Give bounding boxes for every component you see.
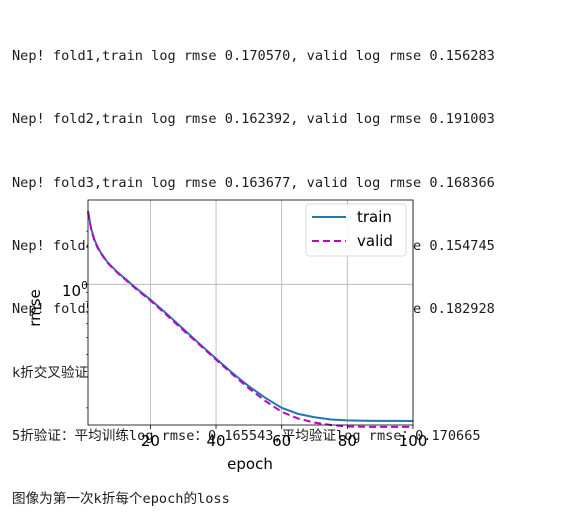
x-axis-label: epoch xyxy=(227,455,273,473)
x-tick-label: 100 xyxy=(399,432,428,450)
output-line: 5折验证：平均训练log rmse：0.165543,平均验证log rmse：… xyxy=(12,427,481,444)
plot-frame xyxy=(87,199,414,426)
y-tick-label: 100 xyxy=(62,280,88,300)
output-line: Nep! fold1,train log rmse 0.170570, vali… xyxy=(12,48,495,65)
x-axis-ticks: 20 40 60 80 100 xyxy=(141,425,427,450)
series-valid-line xyxy=(87,211,413,428)
output-line: 图像为第一次k折每个epoch的loss xyxy=(12,491,230,508)
legend-valid-label: valid xyxy=(357,232,393,250)
x-tick-label: 40 xyxy=(206,432,225,450)
x-tick-label: 80 xyxy=(338,432,357,450)
y-tick-base: 10 xyxy=(62,282,81,300)
x-tick-label: 20 xyxy=(141,432,160,450)
output-line: Nep! fold3,train log rmse 0.163677, vali… xyxy=(12,174,495,191)
output-line: Nep! fold2,train log rmse 0.162392, vali… xyxy=(12,111,495,128)
x-tick-label: 60 xyxy=(272,432,291,450)
legend-train-label: train xyxy=(357,208,392,226)
y-axis-label: rmse xyxy=(26,289,44,327)
series-lines xyxy=(87,210,414,428)
y-tick-exponent: 0 xyxy=(81,280,88,292)
loss-chart: 20 40 60 80 100 100 epoch rmse train valid xyxy=(26,199,427,473)
legend: train valid xyxy=(305,203,407,257)
y-axis-ticks: 100 xyxy=(62,230,88,409)
